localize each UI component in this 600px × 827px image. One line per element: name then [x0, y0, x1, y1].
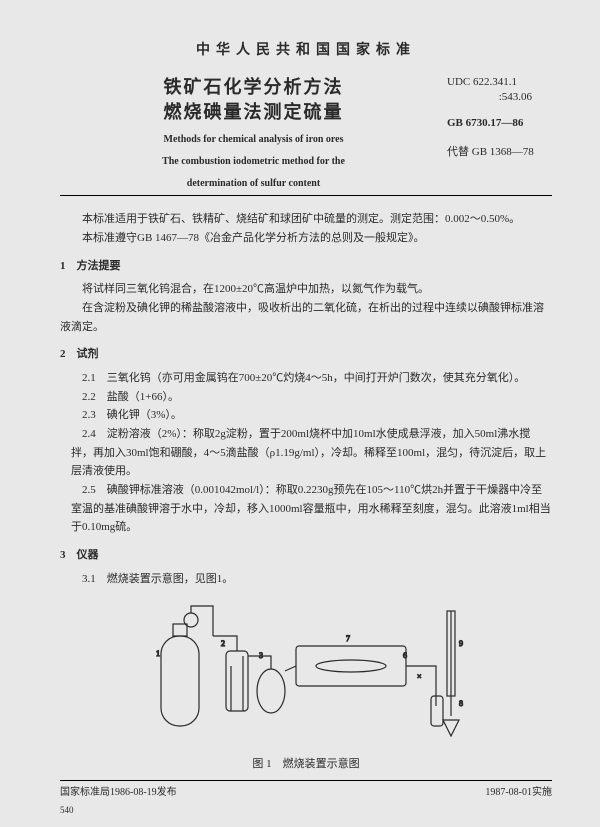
intro-p2: 本标准遵守GB 1467—78《冶金产品化学分析方法的总则及一般规定》。	[60, 229, 552, 248]
title-en-line3: determination of sulfur content	[60, 177, 447, 191]
udc-code-2: :543.06	[447, 90, 552, 105]
apparatus-diagram-svg: 7 6 × 8 9 1 2 3	[141, 596, 471, 746]
section-1-body: 将试样同三氧化钨混合，在1200±20℃高温炉中加热，以氮气作为载气。 在含淀粉…	[60, 280, 552, 336]
section-3-body: 3.1 燃烧装置示意图，见图1。	[60, 570, 552, 589]
section-1-title: 1 方法提要	[60, 258, 552, 275]
title-side: UDC 622.341.1 :543.06 GB 6730.17—86 代替 G…	[447, 75, 552, 161]
title-en-line2: The combustion iodometric method for the	[60, 155, 447, 169]
sec2-item-4: 2.4 淀粉溶液（2%）：称取2g淀粉，置于200ml烧杯中加10ml水使成悬浮…	[71, 425, 552, 481]
svg-text:3: 3	[259, 651, 263, 660]
section-3-title: 3 仪器	[60, 547, 552, 564]
title-en-line1: Methods for chemical analysis of iron or…	[60, 133, 447, 147]
svg-text:×: ×	[417, 672, 422, 681]
page-footer: 国家标准局1986-08-19发布 1987-08-01实施	[60, 780, 552, 800]
title-cn-line1: 铁矿石化学分析方法	[60, 75, 447, 100]
title-row: 铁矿石化学分析方法 燃烧碘量法测定硫量 Methods for chemical…	[60, 75, 552, 191]
document-header: 中华人民共和国国家标准 铁矿石化学分析方法 燃烧碘量法测定硫量 Methods …	[60, 40, 552, 196]
footer-effective-date: 1987-08-01实施	[485, 785, 552, 800]
figure-1: 7 6 × 8 9 1 2 3 图 1 燃烧装置示意图	[60, 596, 552, 772]
sec2-item-2: 2.2 盐酸（1+66）。	[71, 388, 552, 407]
sec1-p1: 将试样同三氧化钨混合，在1200±20℃高温炉中加热，以氮气作为载气。	[60, 280, 552, 299]
svg-text:1: 1	[156, 649, 160, 658]
footer-issue-date: 国家标准局1986-08-19发布	[60, 785, 177, 800]
sec2-item-5: 2.5 碘酸钾标准溶液（0.001042mol/l）：称取0.2230g预先在1…	[71, 481, 552, 537]
figure-1-caption: 图 1 燃烧装置示意图	[60, 756, 552, 773]
title-cn-line2: 燃烧碘量法测定硫量	[60, 100, 447, 125]
title-main: 铁矿石化学分析方法 燃烧碘量法测定硫量 Methods for chemical…	[60, 75, 447, 191]
intro-p1: 本标准适用于铁矿石、铁精矿、烧结矿和球团矿中硫量的测定。测定范围：0.002～0…	[60, 210, 552, 229]
intro-block: 本标准适用于铁矿石、铁精矿、烧结矿和球团矿中硫量的测定。测定范围：0.002～0…	[60, 210, 552, 247]
svg-text:9: 9	[459, 639, 463, 648]
svg-text:7: 7	[346, 634, 350, 643]
sec2-item-1: 2.1 三氧化钨（亦可用金属钨在700±20℃灼烧4～5h，中间打开炉门数次，使…	[71, 369, 552, 388]
replace-code: 代替 GB 1368—78	[447, 145, 552, 160]
section-2-body: 2.1 三氧化钨（亦可用金属钨在700±20℃灼烧4～5h，中间打开炉门数次，使…	[60, 369, 552, 537]
sec3-item-1: 3.1 燃烧装置示意图，见图1。	[71, 570, 552, 589]
country-standard-label: 中华人民共和国国家标准	[60, 40, 552, 61]
svg-text:8: 8	[459, 699, 463, 708]
sec2-item-3: 2.3 碘化钾（3%）。	[71, 406, 552, 425]
gb-code: GB 6730.17—86	[447, 116, 552, 131]
page-number: 540	[60, 804, 552, 818]
svg-text:2: 2	[221, 639, 225, 648]
sec1-p2: 在含淀粉及碘化钾的稀盐酸溶液中，吸收析出的二氧化硫，在析出的过程中连续以碘酸钾标…	[60, 299, 552, 336]
udc-code: UDC 622.341.1	[447, 75, 552, 90]
section-2-title: 2 试剂	[60, 346, 552, 363]
svg-text:6: 6	[403, 651, 407, 660]
